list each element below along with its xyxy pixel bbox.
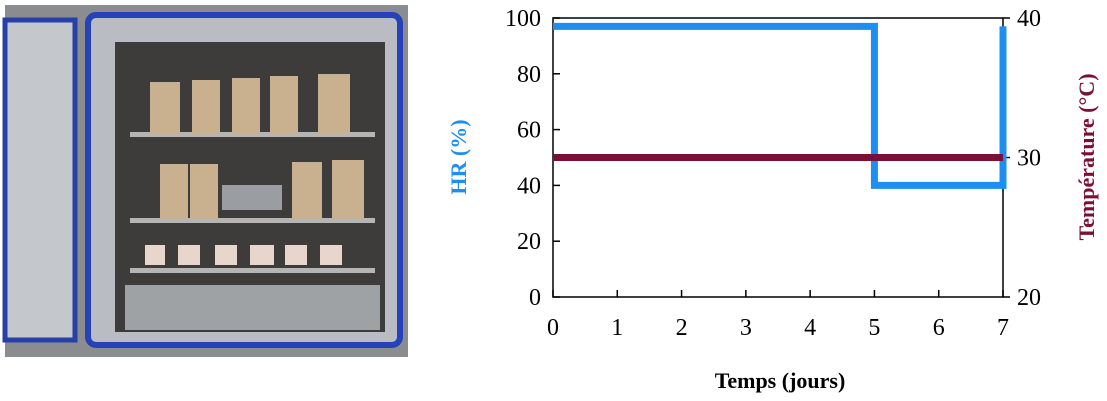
y-tick-label: 40 [517,173,541,199]
x-tick-label: 2 [676,315,688,341]
x-tick-label: 7 [997,315,1009,341]
samples [150,74,364,219]
chamber-photo [2,5,408,357]
line-series [553,22,1007,189]
x-tick-label: 1 [611,315,623,341]
y-tick-label: 20 [517,229,541,255]
x-tick-label: 4 [804,315,816,341]
shelf [130,132,375,137]
x-tick-label: 5 [868,315,880,341]
y-tick-label: 100 [505,6,541,32]
small-samples [145,245,342,265]
side-door [2,17,78,343]
y-tick-label: 0 [529,285,541,311]
x-tick-label: 6 [933,315,945,341]
container [222,185,282,210]
y-tick-label: 60 [517,118,541,144]
y-axis-label: HR (%) [446,119,471,194]
shelf [130,268,375,273]
y2-tick-label: 30 [1017,146,1041,172]
x-tick-label: 3 [740,315,752,341]
x-axis-label: Temps (jours) [715,368,846,393]
y2-tick-label: 40 [1017,6,1041,32]
y2-axis-label: Température (°C) [1074,73,1099,240]
shelf [130,218,375,223]
y2-tick-label: 20 [1017,285,1041,311]
tray [125,285,380,330]
x-tick-label: 0 [547,315,559,341]
y-tick-label: 80 [517,62,541,88]
